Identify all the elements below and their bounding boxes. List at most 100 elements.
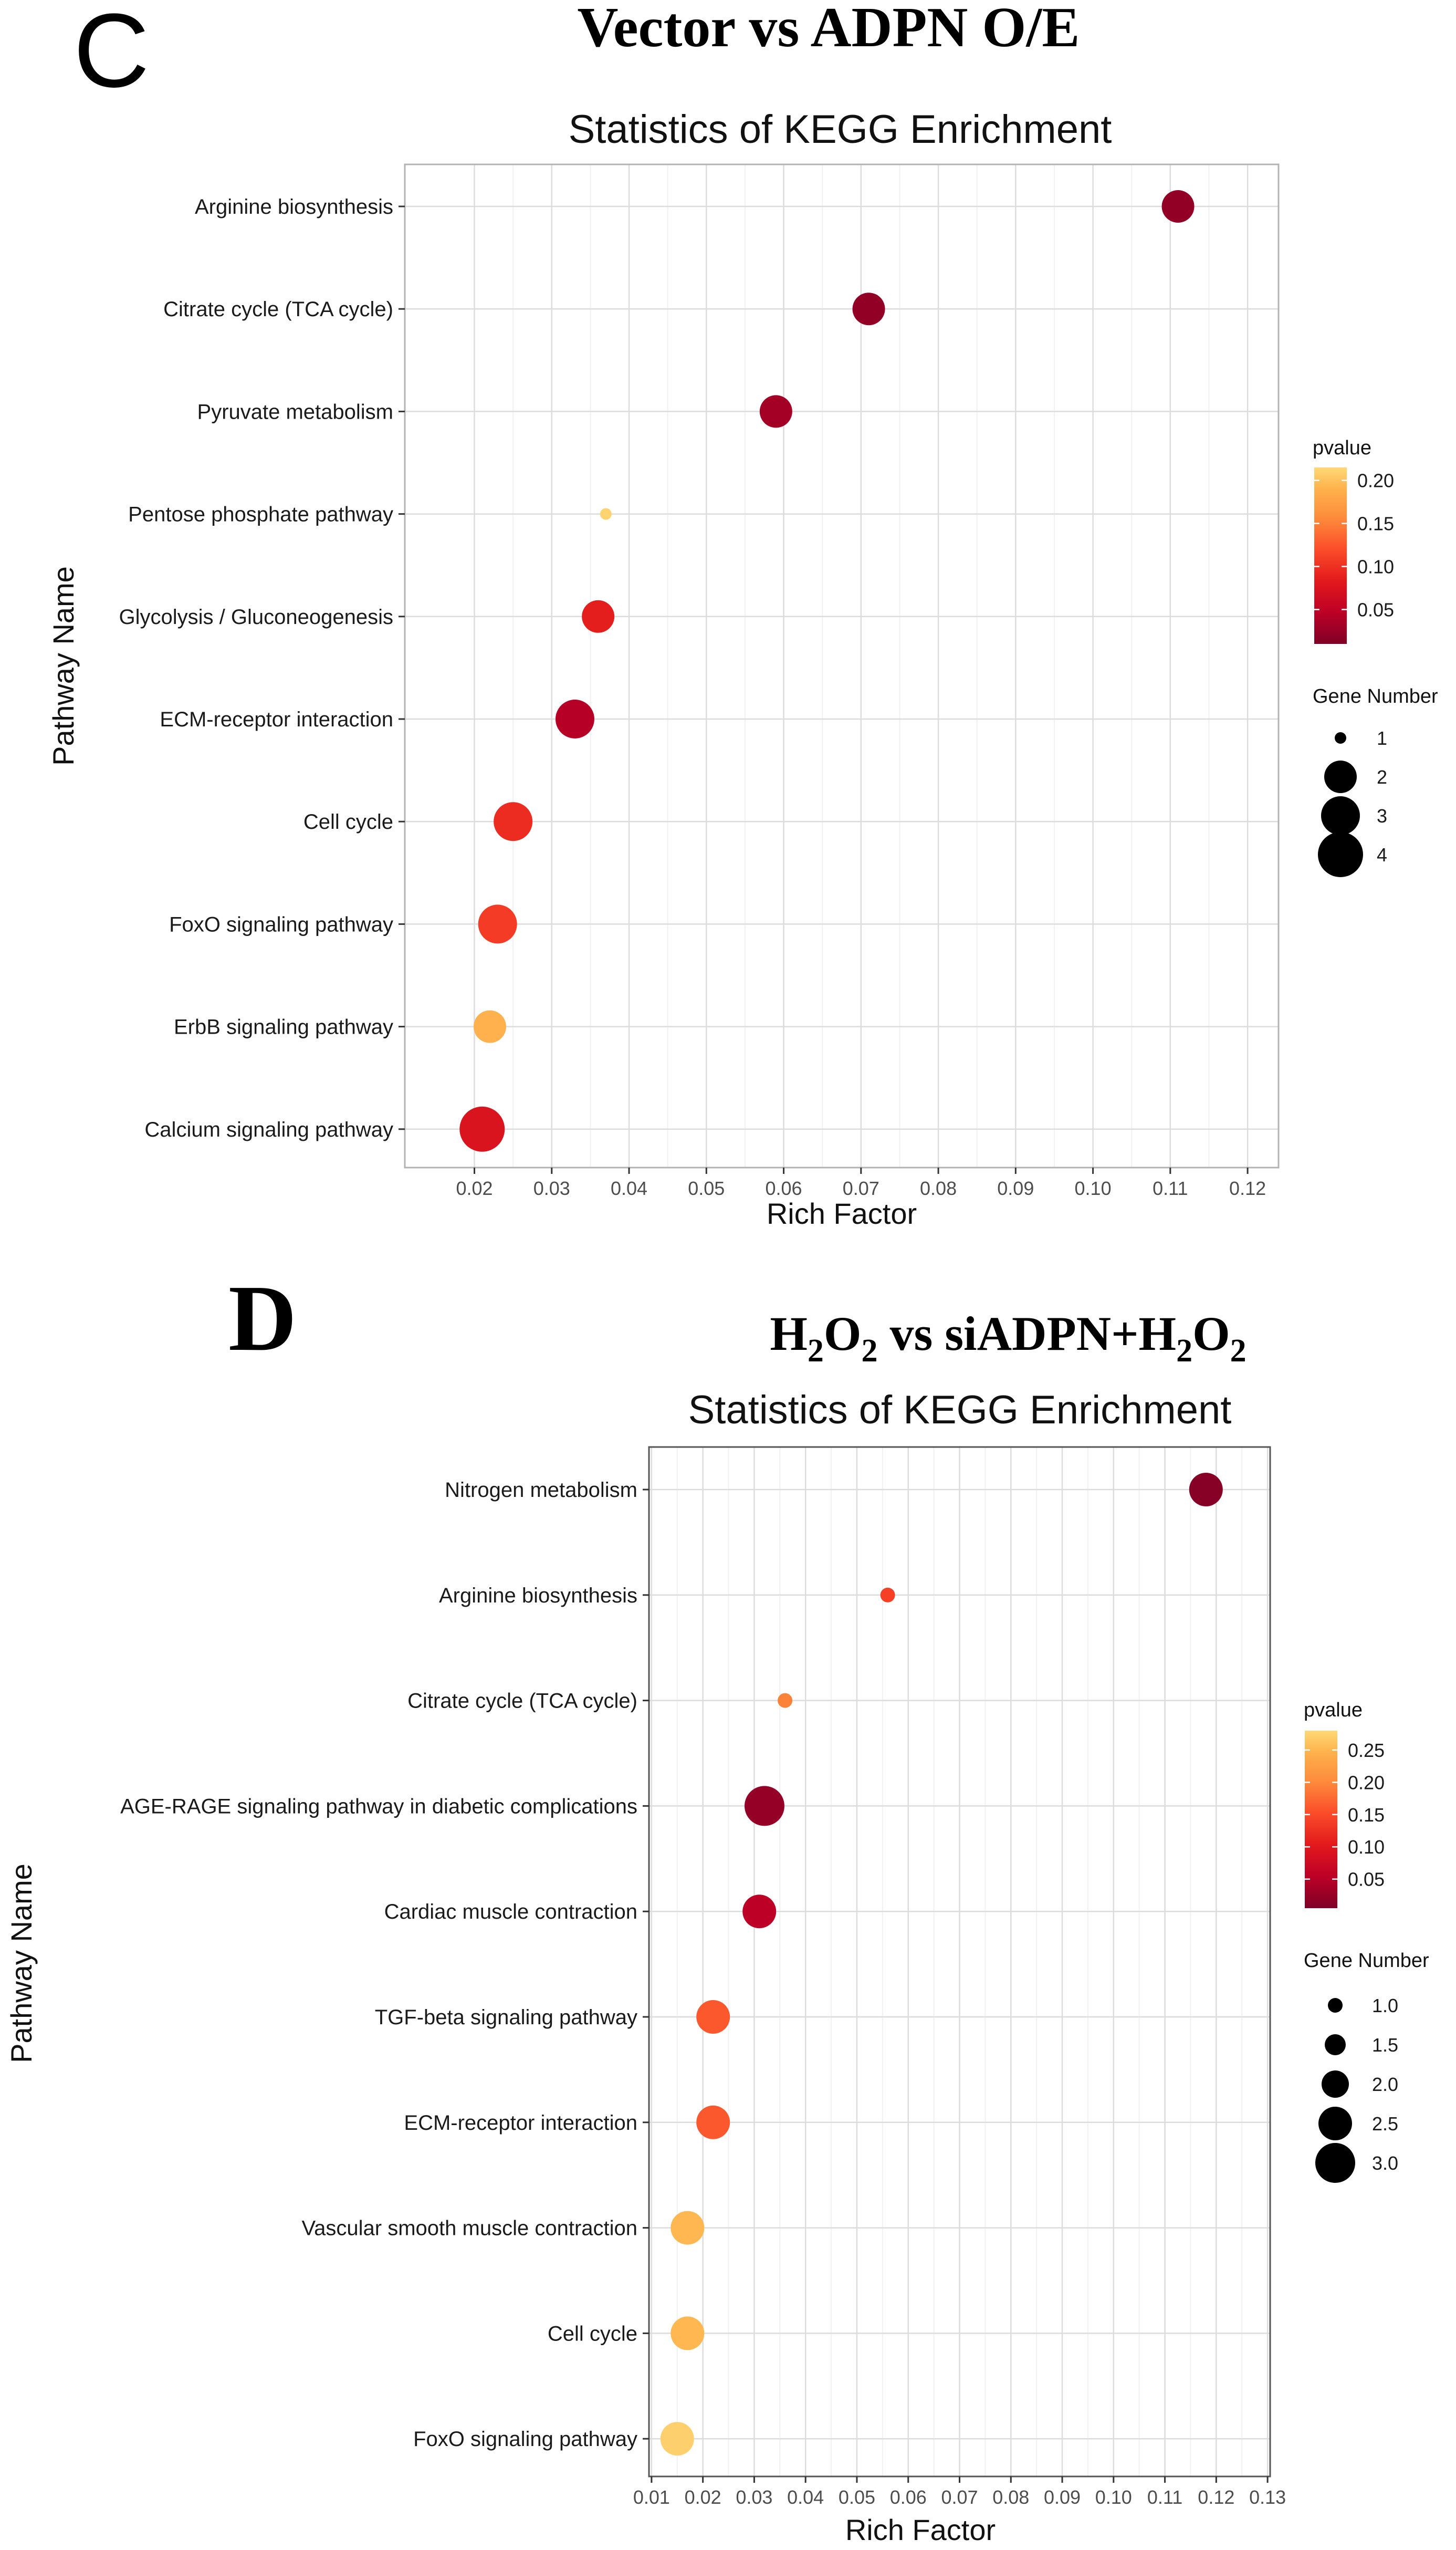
- size-legend-circle: [1318, 832, 1363, 877]
- data-point: [852, 293, 885, 326]
- color-bar-tick-label: 0.05: [1348, 1869, 1385, 1890]
- y-tick-label: FoxO signaling pathway: [413, 2428, 637, 2451]
- size-legend-label: 3.0: [1372, 2152, 1398, 2174]
- chart-d-y-tick-labels: Nitrogen metabolism Arginine biosynthesis…: [120, 1479, 649, 2451]
- data-point: [478, 904, 517, 944]
- x-tick-label: 0.08: [992, 2486, 1029, 2508]
- data-point: [1189, 1473, 1223, 1506]
- x-tick-label: 0.11: [1153, 1178, 1188, 1199]
- data-point: [742, 1895, 777, 1929]
- x-tick-label: 0.03: [533, 1178, 570, 1199]
- heading-subscript: 2: [861, 1333, 877, 1369]
- chart-c-y-tick-labels: Arginine biosynthesis Citrate cycle (TCA …: [119, 195, 405, 1141]
- y-tick-label: Arginine biosynthesis: [439, 1584, 637, 1607]
- chart-c-grid: [405, 164, 1279, 1168]
- size-legend-label: 2.5: [1372, 2113, 1398, 2135]
- heading-part: O: [824, 1307, 862, 1360]
- x-tick-label: 0.04: [611, 1178, 647, 1199]
- chart-d-color-bar-ticks: 0.05 0.10 0.15 0.20 0.25: [1305, 1740, 1385, 1890]
- chart-c-color-bar-ticks: 0.05 0.10 0.15 0.20: [1314, 470, 1394, 620]
- panel-c-heading: Vector vs ADPN O/E: [578, 0, 1080, 59]
- x-tick-label: 0.09: [997, 1178, 1034, 1199]
- panel-letter-d: D: [228, 1266, 297, 1370]
- chart-c-size-legend-title: Gene Number: [1313, 685, 1438, 707]
- size-legend-circle: [1335, 732, 1346, 744]
- size-legend-circle: [1325, 2034, 1346, 2055]
- x-tick-label: 0.05: [688, 1178, 725, 1199]
- x-tick-label: 0.09: [1044, 2486, 1081, 2508]
- heading-part: H: [770, 1307, 808, 1360]
- x-tick-label: 0.02: [685, 2486, 721, 2508]
- y-tick-label: ECM-receptor interaction: [160, 708, 393, 731]
- chart-c-points: [459, 190, 1195, 1152]
- chart-d-x-tick-labels: 0.01 0.02 0.03 0.04 0.05 0.06 0.07 0.08 0.09 0.10…: [633, 2476, 1286, 2508]
- size-legend-label: 3: [1377, 805, 1387, 827]
- chart-c-color-legend: pvalue 0.05 0.10 0.15 0.20: [1313, 437, 1394, 644]
- y-tick-label: Vascular smooth muscle contraction: [301, 2217, 637, 2240]
- y-tick-label: Cell cycle: [303, 810, 393, 834]
- panel-d-heading: H2O2 vs siADPN+H2O2: [770, 1307, 1246, 1369]
- chart-c-x-axis-label: Rich Factor: [767, 1197, 917, 1230]
- data-point: [696, 2000, 730, 2034]
- color-bar-tick-label: 0.20: [1357, 470, 1394, 492]
- y-tick-label: Pyruvate metabolism: [197, 400, 393, 423]
- y-tick-label: ErbB signaling pathway: [174, 1016, 393, 1039]
- color-bar-tick-label: 0.15: [1348, 1804, 1385, 1826]
- panel-c: C Vector vs ADPN O/E Statistics of KEGG …: [47, 0, 1438, 1230]
- data-point: [696, 2105, 730, 2139]
- chart-c-color-bar: [1314, 467, 1347, 644]
- chart-d-title: Statistics of KEGG Enrichment: [688, 1388, 1232, 1432]
- data-point: [494, 802, 533, 841]
- color-bar-tick-label: 0.05: [1357, 599, 1394, 620]
- color-bar-tick-label: 0.15: [1357, 513, 1394, 535]
- x-tick-label: 0.01: [633, 2486, 670, 2508]
- size-legend-label: 2: [1377, 766, 1387, 788]
- data-point: [555, 700, 594, 738]
- data-point: [744, 1786, 784, 1826]
- color-bar-tick-label: 0.10: [1348, 1836, 1385, 1858]
- chart-d-color-legend: pvalue 0.05 0.10 0.15 0.20 0.25: [1304, 1699, 1385, 1908]
- y-tick-label: Citrate cycle (TCA cycle): [407, 1690, 637, 1713]
- chart-d-size-legend-title: Gene Number: [1304, 1950, 1429, 1972]
- x-tick-label: 0.06: [890, 2486, 927, 2508]
- y-tick-label: Glycolysis / Gluconeogenesis: [119, 606, 393, 629]
- chart-d-color-bar: [1305, 1731, 1337, 1908]
- data-point: [660, 2422, 694, 2456]
- data-point: [600, 508, 612, 520]
- size-legend-label: 1: [1377, 727, 1387, 749]
- data-point: [1161, 190, 1195, 223]
- x-tick-label: 0.12: [1198, 2486, 1234, 2508]
- chart-c: Statistics of KEGG Enrichment Arginine b…: [47, 107, 1438, 1230]
- data-point: [759, 395, 792, 428]
- x-tick-label: 0.10: [1095, 2486, 1132, 2508]
- chart-c-color-legend-title: pvalue: [1313, 437, 1371, 459]
- y-tick-label: Calcium signaling pathway: [144, 1118, 393, 1141]
- chart-d-y-axis-label: Pathway Name: [5, 1864, 38, 2063]
- chart-c-size-legend: Gene Number 1 2 3 4: [1313, 685, 1438, 877]
- x-tick-label: 0.08: [920, 1178, 957, 1199]
- size-legend-label: 1.5: [1372, 2034, 1398, 2056]
- heading-part: vs siADPN+H: [877, 1307, 1176, 1360]
- y-tick-label: Arginine biosynthesis: [195, 195, 393, 218]
- x-tick-label: 0.07: [843, 1178, 879, 1199]
- data-point: [880, 1587, 895, 1602]
- data-point: [459, 1106, 505, 1152]
- data-point: [582, 600, 615, 633]
- chart-c-plot-frame: [404, 163, 1280, 1169]
- y-tick-label: Citrate cycle (TCA cycle): [163, 298, 393, 321]
- chart-c-y-axis-label: Pathway Name: [47, 566, 80, 766]
- size-legend-circle: [1315, 2143, 1355, 2183]
- chart-c-plot-background: [405, 164, 1279, 1168]
- y-tick-label: Pentose phosphate pathway: [128, 503, 393, 526]
- x-tick-label: 0.07: [941, 2486, 978, 2508]
- chart-d: Statistics of KEGG Enrichment Nitrogen m…: [5, 1388, 1429, 2546]
- color-bar-tick-label: 0.10: [1357, 556, 1394, 577]
- y-tick-label: AGE-RAGE signaling pathway in diabetic c…: [120, 1795, 637, 1818]
- color-bar-tick-label: 0.20: [1348, 1772, 1385, 1793]
- chart-c-x-tick-labels: 0.02 0.03 0.04 0.05 0.06 0.07 0.08 0.09 0.10 0.11…: [456, 1168, 1266, 1199]
- heading-subscript: 2: [808, 1333, 824, 1369]
- y-tick-label: TGF-beta signaling pathway: [375, 2006, 637, 2029]
- heading-subscript: 2: [1176, 1333, 1192, 1369]
- chart-d-size-legend: Gene Number 1.0 1.5 2.0 2.5 3.0: [1304, 1950, 1429, 2183]
- x-tick-label: 0.13: [1249, 2486, 1286, 2508]
